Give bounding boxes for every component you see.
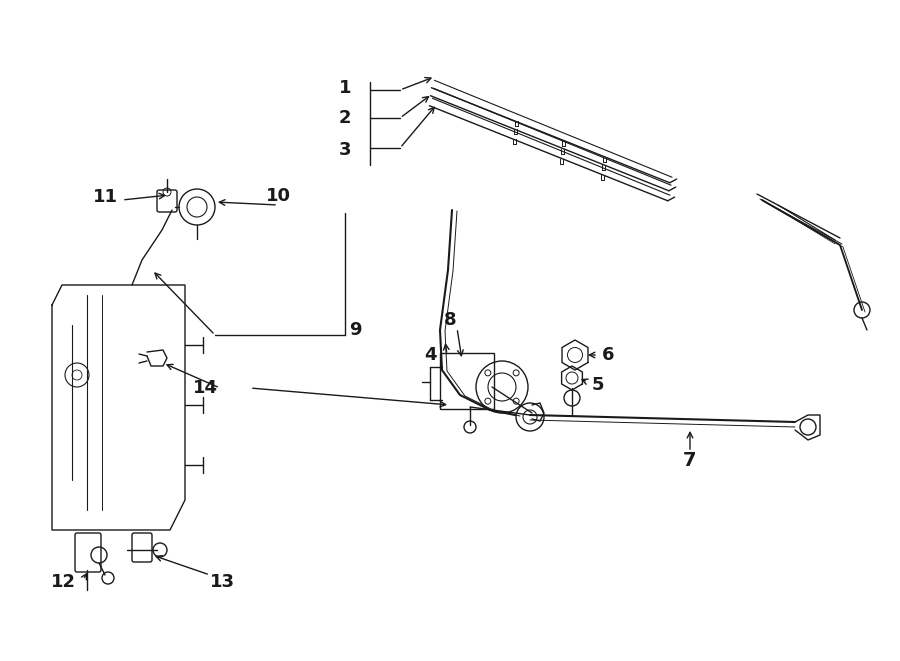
Text: 1: 1 xyxy=(338,79,351,97)
Text: 9: 9 xyxy=(349,321,361,339)
Text: 10: 10 xyxy=(266,187,291,205)
Text: 5: 5 xyxy=(592,376,604,394)
Text: 6: 6 xyxy=(602,346,614,364)
Text: 4: 4 xyxy=(424,346,436,364)
Text: 8: 8 xyxy=(444,311,456,329)
Text: 2: 2 xyxy=(338,109,351,127)
Text: 11: 11 xyxy=(93,188,118,206)
Circle shape xyxy=(523,410,537,424)
Text: 3: 3 xyxy=(338,141,351,159)
Text: 12: 12 xyxy=(50,573,76,591)
Text: 7: 7 xyxy=(683,451,697,469)
Text: 14: 14 xyxy=(193,379,218,397)
Text: 13: 13 xyxy=(210,573,235,591)
